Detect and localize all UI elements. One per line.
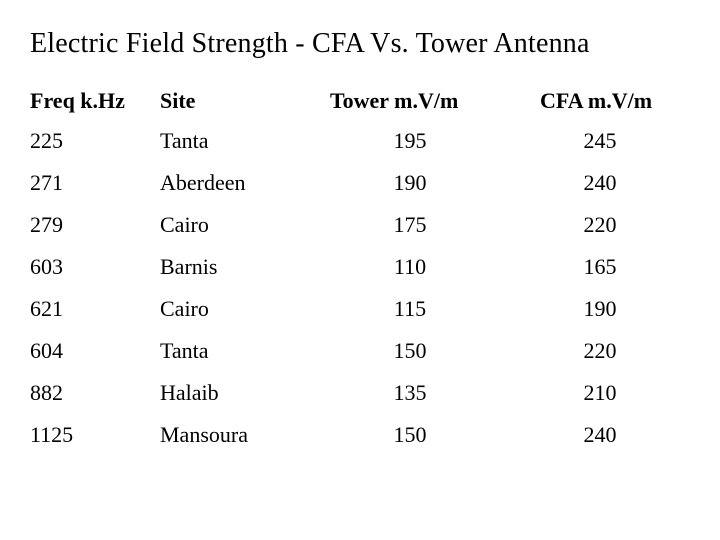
- cell-site: Aberdeen: [160, 170, 310, 196]
- cell-site: Barnis: [160, 254, 310, 280]
- table-row: 225 Tanta 195 245: [30, 128, 690, 154]
- cell-tower: 150: [310, 422, 510, 448]
- cell-site: Cairo: [160, 212, 310, 238]
- table-row: 1125 Mansoura 150 240: [30, 422, 690, 448]
- cell-freq: 882: [30, 380, 160, 406]
- table-row: 279 Cairo 175 220: [30, 212, 690, 238]
- cell-tower: 115: [310, 296, 510, 322]
- cell-site: Mansoura: [160, 422, 310, 448]
- page-title: Electric Field Strength - CFA Vs. Tower …: [30, 28, 690, 60]
- header-tower: Tower m.V/m: [310, 88, 510, 114]
- header-freq: Freq k.Hz: [30, 88, 160, 114]
- cell-tower: 135: [310, 380, 510, 406]
- table-row: 271 Aberdeen 190 240: [30, 170, 690, 196]
- table-header-row: Freq k.Hz Site Tower m.V/m CFA m.V/m: [30, 88, 690, 114]
- cell-cfa: 210: [510, 380, 690, 406]
- cell-site: Cairo: [160, 296, 310, 322]
- cell-cfa: 240: [510, 422, 690, 448]
- cell-cfa: 240: [510, 170, 690, 196]
- table-row: 603 Barnis 110 165: [30, 254, 690, 280]
- cell-tower: 150: [310, 338, 510, 364]
- header-cfa: CFA m.V/m: [510, 88, 690, 114]
- cell-freq: 621: [30, 296, 160, 322]
- cell-site: Halaib: [160, 380, 310, 406]
- data-table: Freq k.Hz Site Tower m.V/m CFA m.V/m 225…: [30, 88, 690, 448]
- cell-freq: 279: [30, 212, 160, 238]
- cell-site: Tanta: [160, 338, 310, 364]
- cell-tower: 195: [310, 128, 510, 154]
- table-row: 882 Halaib 135 210: [30, 380, 690, 406]
- cell-freq: 225: [30, 128, 160, 154]
- cell-cfa: 245: [510, 128, 690, 154]
- cell-tower: 175: [310, 212, 510, 238]
- cell-site: Tanta: [160, 128, 310, 154]
- table-row: 604 Tanta 150 220: [30, 338, 690, 364]
- cell-cfa: 190: [510, 296, 690, 322]
- cell-freq: 271: [30, 170, 160, 196]
- cell-cfa: 165: [510, 254, 690, 280]
- header-site: Site: [160, 88, 310, 114]
- cell-freq: 603: [30, 254, 160, 280]
- cell-freq: 1125: [30, 422, 160, 448]
- cell-cfa: 220: [510, 212, 690, 238]
- table-row: 621 Cairo 115 190: [30, 296, 690, 322]
- cell-tower: 190: [310, 170, 510, 196]
- cell-cfa: 220: [510, 338, 690, 364]
- cell-freq: 604: [30, 338, 160, 364]
- cell-tower: 110: [310, 254, 510, 280]
